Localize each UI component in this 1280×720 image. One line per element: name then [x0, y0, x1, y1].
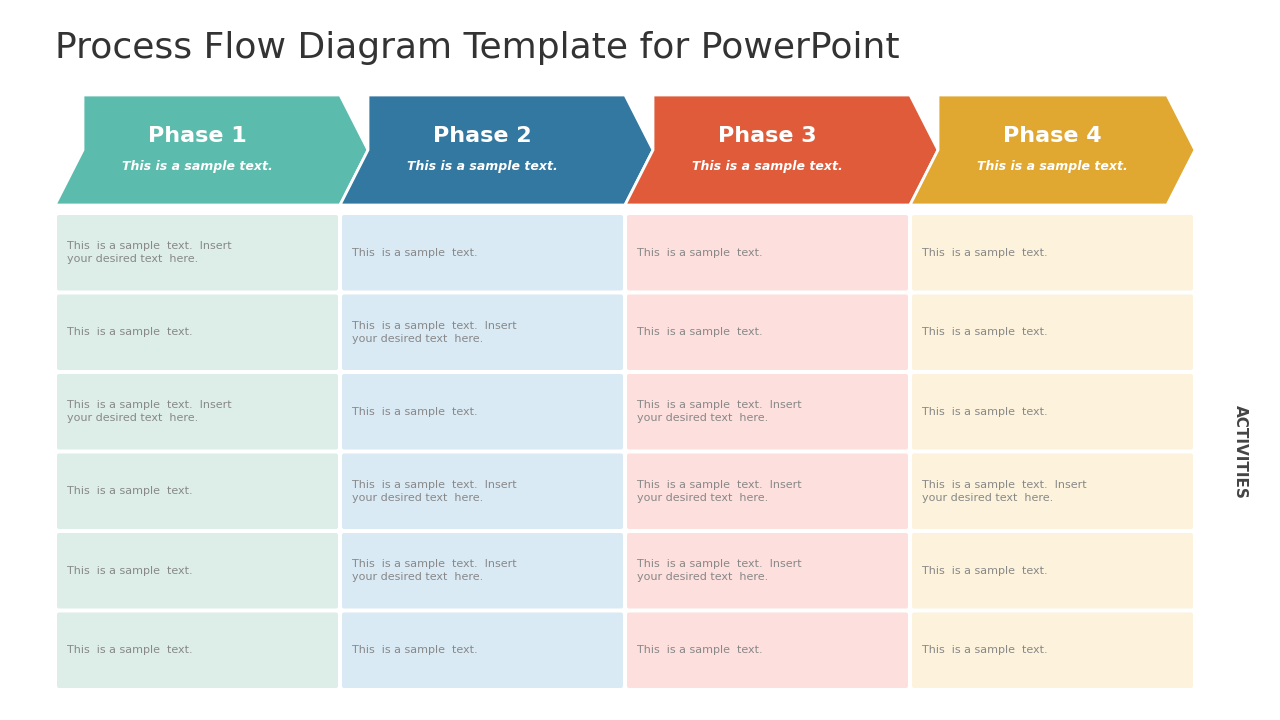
Text: This  is a sample  text.  Insert
your desired text  here.: This is a sample text. Insert your desir…: [637, 480, 801, 503]
FancyBboxPatch shape: [627, 374, 908, 449]
FancyBboxPatch shape: [342, 294, 623, 370]
FancyBboxPatch shape: [911, 454, 1193, 529]
FancyBboxPatch shape: [58, 533, 338, 608]
Text: Process Flow Diagram Template for PowerPoint: Process Flow Diagram Template for PowerP…: [55, 31, 900, 65]
Polygon shape: [625, 95, 938, 205]
Text: This  is a sample  text.: This is a sample text.: [352, 248, 477, 258]
Text: Phase 1: Phase 1: [148, 126, 247, 146]
Text: This  is a sample  text.: This is a sample text.: [637, 328, 763, 337]
FancyBboxPatch shape: [911, 215, 1193, 290]
FancyBboxPatch shape: [58, 294, 338, 370]
Text: This  is a sample  text.: This is a sample text.: [67, 486, 192, 496]
FancyBboxPatch shape: [911, 533, 1193, 608]
Text: This  is a sample  text.  Insert
your desired text  here.: This is a sample text. Insert your desir…: [67, 241, 232, 264]
FancyBboxPatch shape: [58, 454, 338, 529]
Text: This  is a sample  text.: This is a sample text.: [922, 645, 1047, 655]
FancyBboxPatch shape: [342, 215, 623, 290]
Text: This  is a sample  text.: This is a sample text.: [67, 645, 192, 655]
Polygon shape: [340, 95, 653, 205]
FancyBboxPatch shape: [627, 215, 908, 290]
FancyBboxPatch shape: [627, 533, 908, 608]
Text: This  is a sample  text.: This is a sample text.: [922, 566, 1047, 576]
FancyBboxPatch shape: [58, 215, 338, 290]
Text: This is a sample text.: This is a sample text.: [407, 160, 558, 173]
Text: This  is a sample  text.: This is a sample text.: [922, 407, 1047, 417]
FancyBboxPatch shape: [911, 613, 1193, 688]
Text: This is a sample text.: This is a sample text.: [692, 160, 842, 173]
Text: This is a sample text.: This is a sample text.: [977, 160, 1128, 173]
FancyBboxPatch shape: [58, 374, 338, 449]
Text: Phase 3: Phase 3: [718, 126, 817, 146]
FancyBboxPatch shape: [627, 613, 908, 688]
FancyBboxPatch shape: [911, 374, 1193, 449]
Polygon shape: [910, 95, 1196, 205]
Text: This  is a sample  text.  Insert
your desired text  here.: This is a sample text. Insert your desir…: [352, 480, 517, 503]
Text: This  is a sample  text.  Insert
your desired text  here.: This is a sample text. Insert your desir…: [352, 559, 517, 582]
Text: This is a sample text.: This is a sample text.: [122, 160, 273, 173]
FancyBboxPatch shape: [342, 374, 623, 449]
Text: This  is a sample  text.  Insert
your desired text  here.: This is a sample text. Insert your desir…: [637, 559, 801, 582]
Text: This  is a sample  text.  Insert
your desired text  here.: This is a sample text. Insert your desir…: [352, 320, 517, 344]
Text: This  is a sample  text.  Insert
your desired text  here.: This is a sample text. Insert your desir…: [637, 400, 801, 423]
FancyBboxPatch shape: [342, 613, 623, 688]
FancyBboxPatch shape: [342, 533, 623, 608]
FancyBboxPatch shape: [627, 294, 908, 370]
FancyBboxPatch shape: [627, 454, 908, 529]
Text: Phase 4: Phase 4: [1004, 126, 1102, 146]
Text: This  is a sample  text.: This is a sample text.: [922, 328, 1047, 337]
FancyBboxPatch shape: [342, 454, 623, 529]
FancyBboxPatch shape: [58, 613, 338, 688]
Text: This  is a sample  text.: This is a sample text.: [67, 328, 192, 337]
Text: This  is a sample  text.: This is a sample text.: [637, 645, 763, 655]
Text: This  is a sample  text.  Insert
your desired text  here.: This is a sample text. Insert your desir…: [67, 400, 232, 423]
Text: ACTIVITIES: ACTIVITIES: [1233, 405, 1248, 498]
Text: This  is a sample  text.: This is a sample text.: [352, 407, 477, 417]
Text: This  is a sample  text.: This is a sample text.: [922, 248, 1047, 258]
Polygon shape: [55, 95, 369, 205]
Text: This  is a sample  text.: This is a sample text.: [67, 566, 192, 576]
Text: This  is a sample  text.  Insert
your desired text  here.: This is a sample text. Insert your desir…: [922, 480, 1087, 503]
Text: This  is a sample  text.: This is a sample text.: [637, 248, 763, 258]
Text: This  is a sample  text.: This is a sample text.: [352, 645, 477, 655]
Text: Phase 2: Phase 2: [433, 126, 531, 146]
FancyBboxPatch shape: [911, 294, 1193, 370]
